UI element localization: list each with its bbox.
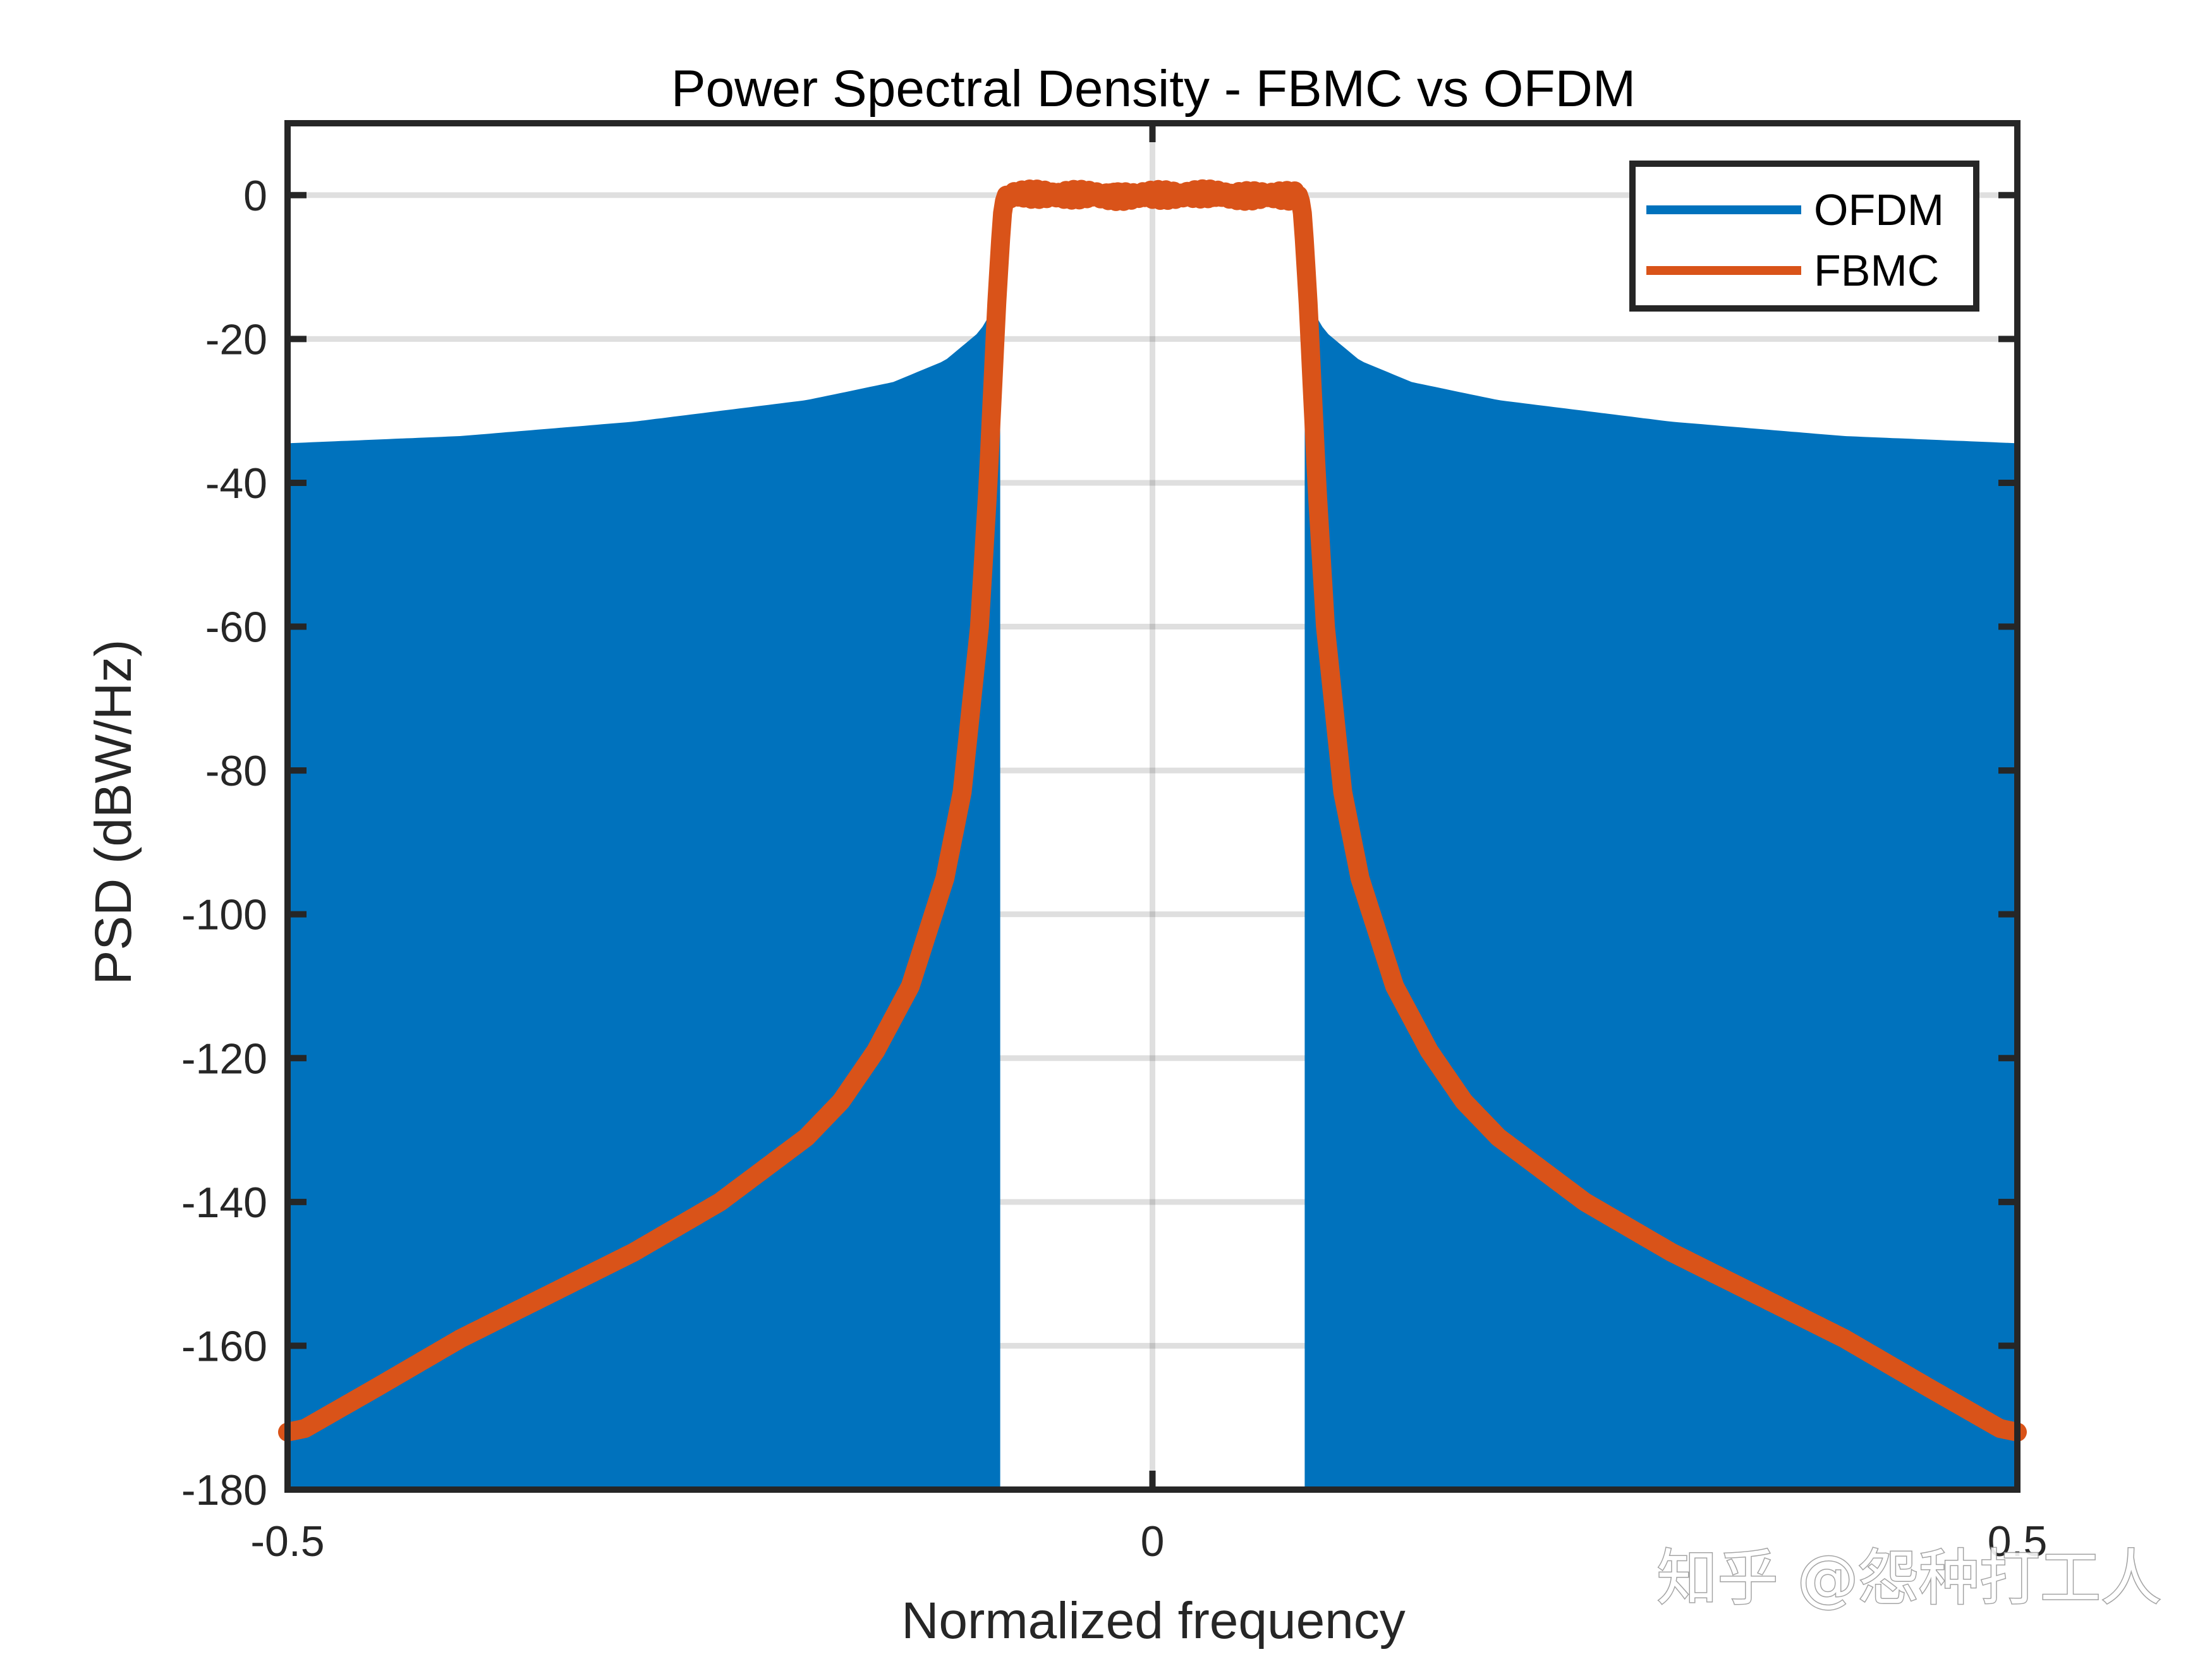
legend: OFDM FBMC (1629, 161, 1979, 312)
y-tick-label-1: -20 (205, 315, 267, 363)
y-tick-label-8: -160 (181, 1322, 267, 1370)
y-tick-label-0: 0 (243, 172, 267, 220)
x-tick-label-0: -0.5 (250, 1517, 324, 1565)
y-tick-label-2: -40 (205, 459, 267, 507)
y-tick-label-3: -60 (205, 604, 267, 652)
tick-labels: 0 -20 -40 -60 -80 -100 -120 -140 -160 -180-0.5 0 0.… (181, 172, 2047, 1565)
x-tick-label-2: 0.5 (1988, 1517, 2048, 1565)
y-axis-label: PSD (dBW/Hz) (85, 640, 142, 985)
y-tick-label-9: -180 (181, 1466, 267, 1514)
watermark-text: 知乎 @怨种打工人 (1656, 1543, 2161, 1613)
series-lines (278, 179, 2027, 1490)
axes (284, 120, 2021, 1493)
fbmc-series-line (278, 179, 2027, 1442)
y-tick-label-6: -120 (181, 1035, 267, 1083)
legend-box (1629, 161, 1979, 312)
legend-label-fbmc: FBMC (1814, 246, 1939, 295)
x-axis-label: Normalized frequency (901, 1592, 1406, 1650)
chart-title: Power Spectral Density - FBMC vs OFDM (671, 60, 1636, 118)
legend-label-ofdm: OFDM (1814, 185, 1944, 234)
y-tick-label-4: -80 (205, 747, 267, 795)
ofdm-sidelobe-left (288, 288, 1000, 1490)
x-tick-label-1: 0 (1141, 1517, 1165, 1565)
y-tick-label-5: -100 (181, 891, 267, 939)
ofdm-sidelobe-right (1304, 288, 2017, 1490)
y-tick-label-7: -140 (181, 1179, 267, 1227)
